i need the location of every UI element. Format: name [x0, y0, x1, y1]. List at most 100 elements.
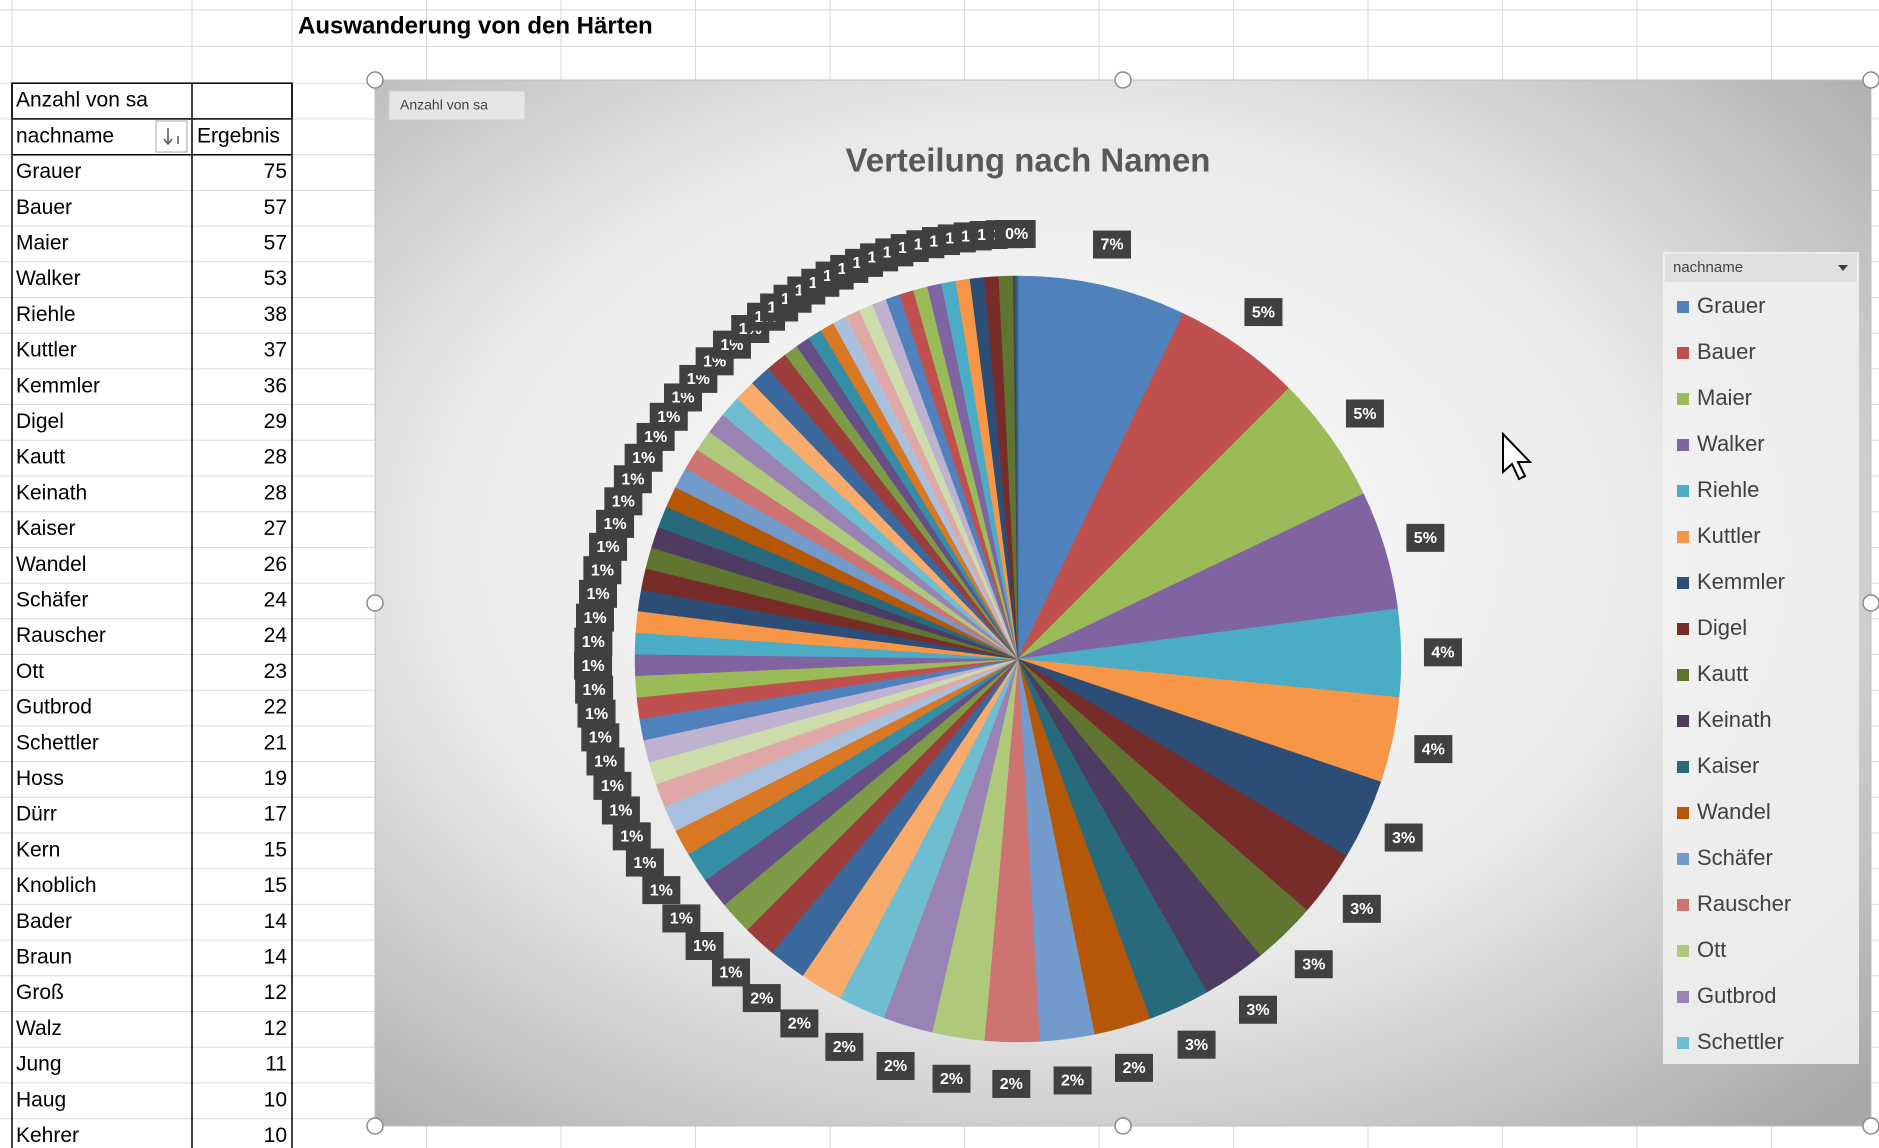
legend-label[interactable]: Schettler: [1697, 1029, 1784, 1054]
data-label: 1%: [583, 682, 606, 699]
pivot-field: Anzahl von sa: [16, 89, 148, 112]
row-label: Wandel: [16, 553, 86, 576]
data-label: 1%: [609, 803, 632, 820]
data-label: 2%: [1061, 1073, 1084, 1090]
legend-swatch: [1677, 577, 1689, 589]
data-label-box: [662, 904, 701, 933]
row-value: 15: [264, 838, 287, 861]
legend-swatch: [1677, 623, 1689, 635]
legend-label[interactable]: Kaiser: [1697, 753, 1759, 778]
legend-label[interactable]: Keinath: [1697, 707, 1772, 732]
row-label: Gutbrod: [16, 696, 92, 719]
data-label: 5%: [1353, 406, 1376, 423]
row-value: 14: [264, 945, 288, 968]
data-label: 2%: [940, 1071, 963, 1088]
row-value: 23: [264, 660, 287, 683]
row-value: 14: [264, 910, 288, 933]
dropdown-arrow[interactable]: [1838, 265, 1848, 271]
data-label-box: [685, 932, 724, 961]
row-value: 28: [264, 481, 287, 504]
legend-box: [1663, 252, 1859, 1064]
row-label: Walz: [16, 1017, 62, 1040]
resize-handle[interactable]: [366, 594, 384, 612]
data-label-box: [1115, 1053, 1154, 1082]
row-value: 38: [264, 303, 287, 326]
row-label: Kehrer: [16, 1124, 79, 1147]
row-label: Hoss: [16, 767, 64, 790]
data-label: 7%: [1100, 237, 1123, 254]
legend-label[interactable]: Wandel: [1697, 799, 1771, 824]
row-label: Kautt: [16, 446, 65, 469]
mouse-cursor: [1502, 431, 1533, 481]
resize-handle[interactable]: [1862, 1117, 1879, 1135]
data-label-box: [593, 771, 632, 800]
resize-handle[interactable]: [1114, 71, 1132, 89]
data-label-box: [742, 984, 781, 1013]
row-value: 57: [264, 231, 287, 254]
legend-field-button[interactable]: [1665, 254, 1857, 282]
row-value: 22: [264, 696, 287, 719]
data-label: 1%: [585, 706, 608, 723]
sort-icon[interactable]: [163, 128, 179, 146]
row-value: 24: [264, 588, 288, 611]
legend-label[interactable]: Gutbrod: [1697, 983, 1777, 1008]
data-label: 3%: [1350, 901, 1373, 918]
data-label-box: [1414, 735, 1453, 764]
legend-label[interactable]: Schäfer: [1697, 845, 1773, 870]
row-label: Jung: [16, 1053, 62, 1076]
data-label-box: [642, 876, 681, 905]
legend-label[interactable]: Maier: [1697, 385, 1752, 410]
data-label: 3%: [1302, 956, 1325, 973]
data-label-box: [1053, 1066, 1092, 1095]
row-value: 24: [264, 624, 288, 647]
resize-handle[interactable]: [1862, 594, 1879, 612]
legend-label[interactable]: Kautt: [1697, 661, 1748, 686]
chart-title: Verteilung nach Namen: [846, 142, 1211, 179]
data-label: 1%: [633, 855, 656, 872]
sort-button[interactable]: [155, 120, 188, 153]
data-label: 1%: [620, 829, 643, 846]
resize-handle[interactable]: [1114, 1117, 1132, 1135]
legend-swatch: [1677, 807, 1689, 819]
legend-label[interactable]: Ott: [1697, 937, 1726, 962]
resize-handle[interactable]: [1862, 71, 1879, 89]
data-label-box: [1406, 523, 1445, 552]
data-label-box: [586, 747, 625, 776]
legend-label[interactable]: Digel: [1697, 615, 1747, 640]
data-label-box: [1342, 894, 1381, 923]
row-label: Schäfer: [16, 588, 88, 611]
row-value: 12: [264, 981, 287, 1004]
legend-label[interactable]: Bauer: [1697, 339, 1756, 364]
field-button[interactable]: [388, 90, 526, 121]
data-label-box: [1384, 823, 1423, 852]
field-button-label[interactable]: Anzahl von sa: [400, 97, 488, 113]
row-value: 37: [264, 339, 287, 362]
pivot-table: Anzahl von sa nachname Ergebnis Grauer 75 Bau…: [11, 82, 293, 1148]
row-value: 17: [264, 803, 287, 826]
data-label: 2%: [750, 990, 773, 1007]
legend-title[interactable]: nachname: [1673, 259, 1743, 276]
row-value: 53: [264, 267, 287, 290]
legend-swatch: [1677, 715, 1689, 727]
legend-label[interactable]: Riehle: [1697, 477, 1759, 502]
legend-swatch: [1677, 945, 1689, 957]
data-label: 1%: [644, 429, 667, 446]
resize-handle[interactable]: [366, 71, 384, 89]
data-label-box: [612, 822, 651, 851]
resize-handle[interactable]: [366, 1117, 384, 1135]
data-label-box: [574, 651, 613, 680]
row-value: 36: [264, 374, 287, 397]
legend-label[interactable]: Walker: [1697, 431, 1765, 456]
legend-label[interactable]: Kemmler: [1697, 569, 1785, 594]
legend-label[interactable]: Rauscher: [1697, 891, 1791, 916]
data-label-box: [1238, 995, 1277, 1024]
legend-label[interactable]: Kuttler: [1697, 523, 1761, 548]
data-label-box: [583, 556, 622, 585]
row-label: Maier: [16, 231, 69, 254]
legend-label[interactable]: Grauer: [1697, 293, 1765, 318]
legend-swatch: [1677, 531, 1689, 543]
row-label: Kern: [16, 838, 60, 861]
data-label: 1%: [670, 911, 693, 928]
